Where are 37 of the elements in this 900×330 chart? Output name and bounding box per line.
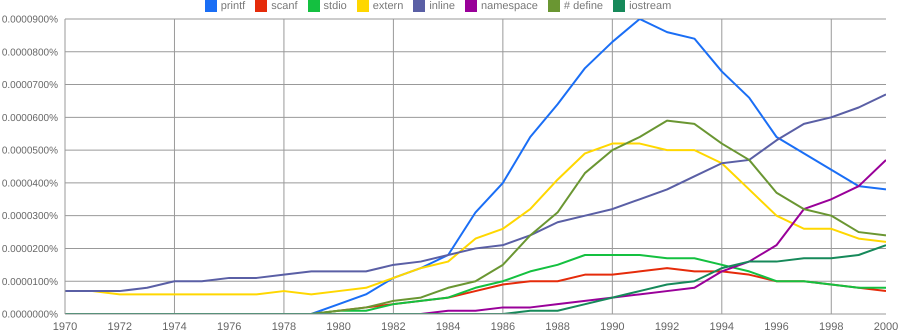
legend-label: stdio: [324, 0, 347, 12]
x-tick-label: 1972: [107, 320, 132, 330]
y-tick-label: 0.0000100%: [2, 276, 58, 288]
y-tick-label: 0.0000800%: [2, 47, 58, 58]
x-tick-label: 1994: [710, 320, 734, 330]
x-tick-label: 1974: [162, 320, 187, 330]
y-tick-label: 0.0000400%: [2, 178, 58, 190]
legend-label: extern: [372, 0, 404, 12]
x-tick-label: 1996: [764, 320, 789, 330]
x-tick-label: 1970: [52, 320, 78, 330]
x-tick-label: 1984: [436, 320, 460, 330]
line-series: [420, 158, 886, 314]
legend-label: printf: [220, 0, 246, 12]
y-tick-label: 0.0000500%: [2, 146, 58, 157]
y-tick-label: 0.0000000%: [2, 310, 58, 321]
y-tick-label: 0.0000900%: [2, 14, 58, 26]
legend-label: namespace: [481, 0, 538, 12]
legend-label: # define: [564, 0, 604, 12]
x-tick-label: 1976: [216, 320, 242, 330]
x-tick-label: 1982: [381, 320, 406, 330]
legend-label: inline: [429, 0, 456, 12]
x-tick-label: 1978: [272, 320, 296, 330]
y-tick-label: 0.0000300%: [2, 211, 58, 222]
line-series: [65, 93, 886, 292]
x-tick-label: 2000: [874, 320, 898, 330]
x-tick-label: 1998: [819, 320, 844, 330]
x-tick-label: 1990: [600, 320, 625, 330]
y-tick-label: 0.0000700%: [2, 80, 58, 92]
x-tick-label: 1992: [654, 320, 680, 330]
x-tick-label: 1980: [326, 320, 351, 330]
y-tick-label: 0.0000600%: [2, 112, 58, 124]
legend-label: scanf: [271, 0, 298, 12]
y-tick-label: 0.0000200%: [2, 244, 58, 255]
x-tick-label: 1988: [545, 320, 570, 330]
line-series: [310, 19, 886, 314]
x-tick-label: 1986: [490, 320, 516, 330]
legend-label: iostream: [629, 0, 672, 12]
